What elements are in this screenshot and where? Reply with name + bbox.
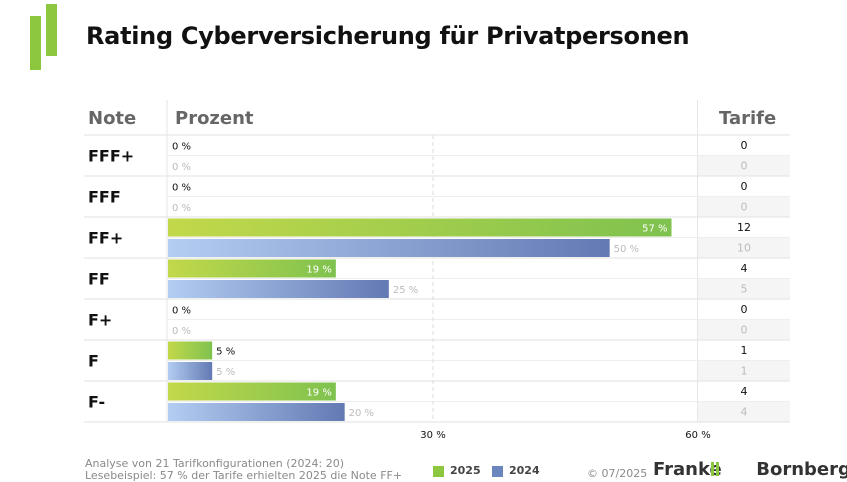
tarife-2024-shade: [698, 401, 790, 422]
value-label-2024: 0 %: [172, 162, 191, 173]
bar-2024: [168, 403, 345, 421]
brand-mark-1: [711, 462, 714, 476]
grid-layer: [84, 100, 790, 423]
tarife-2024-shade: [698, 155, 790, 176]
brand-right: Bornberg: [756, 459, 847, 480]
tarife-2024: 10: [737, 242, 751, 255]
bar-2024: [168, 239, 610, 257]
logo-bar-left: [30, 16, 41, 70]
bar-2024: [168, 362, 213, 380]
value-label-2024: 20 %: [349, 408, 374, 419]
tarife-2024: 4: [741, 406, 748, 419]
header-tarife: Tarife: [719, 108, 777, 129]
value-label-2024: 25 %: [393, 285, 418, 296]
value-label-2025: 57 %: [642, 224, 667, 235]
value-label-2025: 19 %: [306, 265, 331, 276]
footer-analysis: Analyse von 21 Tarifkonfigurationen (202…: [85, 457, 344, 470]
value-label-2025: 0 %: [172, 306, 191, 317]
bar-2025: [168, 218, 672, 237]
tarife-2024-shade: [698, 278, 790, 299]
bars-layer: [168, 218, 672, 421]
tarife-2025: 0: [741, 180, 748, 193]
value-label-2024: 0 %: [172, 203, 191, 214]
chart-title: Rating Cyberversicherung für Privatperso…: [86, 22, 690, 50]
bar-2025: [168, 382, 336, 401]
header-note: Note: [88, 108, 137, 129]
bar-2025: [168, 259, 336, 278]
note-label: F: [88, 352, 99, 371]
x-tick-label-60: 60 %: [685, 430, 710, 441]
bar-2024: [168, 280, 389, 298]
footer-example: Lesebeispiel: 57 % der Tarife erhielten …: [85, 469, 403, 482]
tarife-2024-shade: [698, 319, 790, 340]
logo-bar-right: [46, 4, 57, 56]
tarife-2025: 0: [741, 303, 748, 316]
legend-swatch-2024: [492, 466, 503, 477]
bar-2025: [168, 341, 213, 360]
value-label-2024: 50 %: [614, 244, 639, 255]
note-label: F-: [88, 393, 105, 412]
brand-logo: Franke Bornberg: [653, 459, 847, 480]
tarife-2024: 0: [741, 160, 748, 173]
x-tick-label-30: 30 %: [420, 430, 445, 441]
note-label: FFF: [88, 188, 121, 207]
note-label: F+: [88, 311, 112, 330]
tarife-2024: 0: [741, 201, 748, 214]
legend-label-2024: 2024: [509, 464, 540, 477]
note-label: FF+: [88, 229, 123, 248]
note-label: FFF+: [88, 147, 134, 166]
value-label-2025: 0 %: [172, 183, 191, 194]
tarife-2024-shade: [698, 360, 790, 381]
value-label-2024: 5 %: [216, 367, 235, 378]
value-label-2025: 19 %: [306, 388, 331, 399]
legend-label-2025: 2025: [450, 464, 481, 477]
tarife-2024: 0: [741, 324, 748, 337]
tarife-2025: 12: [737, 221, 751, 234]
tarife-2025: 4: [741, 262, 748, 275]
tarife-2024: 5: [741, 283, 748, 296]
legend-swatch-2025: [433, 466, 444, 477]
header-prozent: Prozent: [175, 108, 254, 129]
tarife-2024-shade: [698, 237, 790, 258]
brand-left: Franke: [653, 459, 722, 480]
tarife-2025: 4: [741, 385, 748, 398]
brand-mark-2: [716, 462, 719, 476]
note-label: FF: [88, 270, 110, 289]
tarife-2024-shade: [698, 196, 790, 217]
value-label-2025: 0 %: [172, 142, 191, 153]
value-label-2025: 5 %: [216, 347, 235, 358]
tarife-2025: 0: [741, 139, 748, 152]
value-label-2024: 0 %: [172, 326, 191, 337]
copyright: © 07/2025: [587, 467, 648, 480]
tarife-2025: 1: [741, 344, 748, 357]
tarife-2024: 1: [741, 365, 748, 378]
